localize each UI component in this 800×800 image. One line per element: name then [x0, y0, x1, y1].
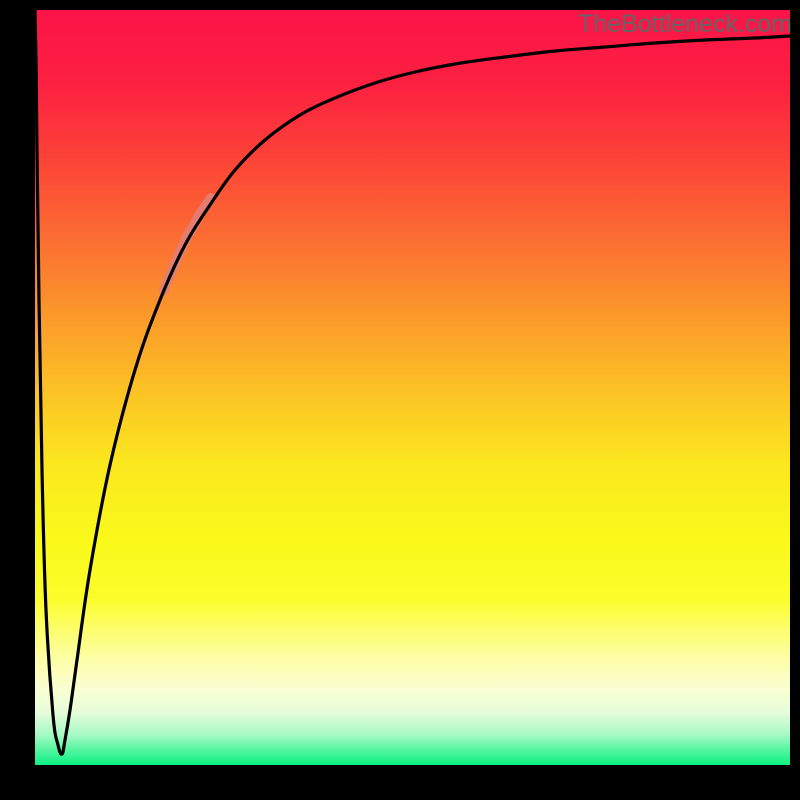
curve-layer	[35, 10, 790, 765]
chart-container: TheBottleneck.com	[0, 0, 800, 800]
watermark-text: TheBottleneck.com	[578, 10, 792, 39]
plot-area	[35, 10, 790, 765]
main-curve	[35, 10, 790, 754]
